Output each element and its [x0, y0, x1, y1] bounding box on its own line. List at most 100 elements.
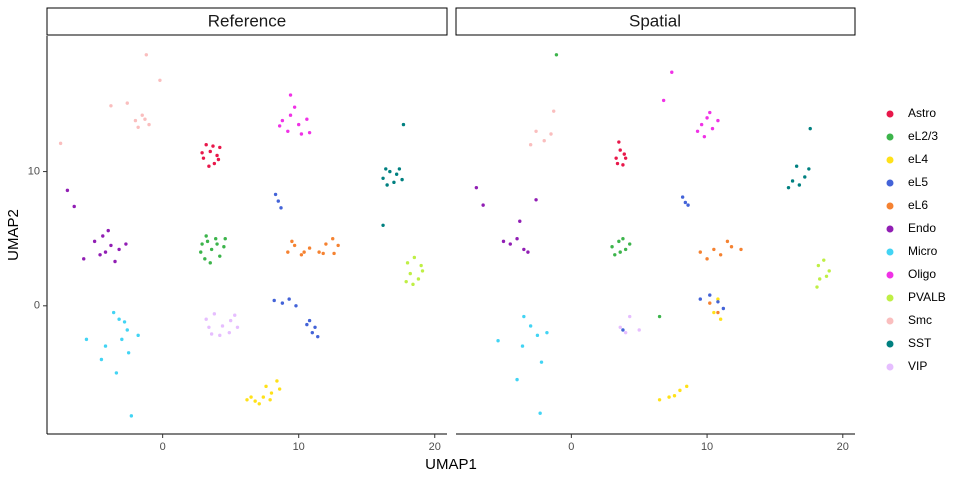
x-axis-title: UMAP1 — [425, 456, 477, 473]
point — [617, 239, 621, 244]
point — [203, 257, 207, 261]
point — [661, 98, 666, 103]
point — [381, 223, 385, 227]
point — [72, 204, 76, 209]
point — [670, 70, 674, 74]
point — [294, 304, 298, 308]
point — [712, 310, 716, 315]
point — [420, 269, 425, 273]
point — [113, 259, 117, 264]
point — [212, 312, 217, 316]
point — [204, 143, 208, 147]
point — [508, 242, 512, 246]
strip-box — [455, 7, 856, 36]
point — [400, 177, 404, 182]
point — [628, 314, 632, 319]
point — [705, 116, 709, 120]
point — [549, 132, 553, 136]
point — [245, 398, 249, 402]
point — [739, 247, 743, 252]
point — [214, 236, 218, 241]
legend-key — [886, 248, 894, 256]
point — [277, 387, 282, 391]
point — [618, 148, 622, 152]
point — [481, 203, 485, 207]
point — [215, 242, 219, 246]
legend-key — [886, 363, 894, 371]
point — [716, 300, 720, 304]
point — [683, 200, 688, 205]
point — [218, 254, 222, 258]
point — [111, 310, 116, 315]
point — [117, 317, 121, 321]
point — [824, 274, 829, 278]
point — [299, 253, 304, 257]
point — [286, 129, 290, 134]
point — [287, 297, 291, 301]
point — [136, 333, 140, 338]
point — [122, 320, 127, 324]
x-tick-label: 20 — [429, 441, 441, 453]
point — [518, 219, 522, 223]
point — [554, 53, 559, 57]
point — [302, 250, 306, 254]
point — [623, 156, 628, 160]
point — [680, 195, 685, 199]
point — [542, 139, 546, 143]
point — [695, 129, 700, 134]
point — [288, 93, 293, 97]
point — [288, 113, 293, 117]
point — [708, 110, 712, 115]
point — [200, 151, 204, 155]
point — [520, 344, 525, 348]
legend-label: Micro — [908, 244, 938, 258]
point — [621, 236, 625, 241]
legend-label: Endo — [908, 221, 936, 235]
point — [99, 357, 104, 362]
x-tick-label: 10 — [293, 441, 305, 453]
point — [535, 333, 540, 338]
point — [204, 234, 208, 238]
point — [539, 360, 544, 364]
point — [276, 199, 280, 203]
point — [106, 228, 110, 233]
point — [716, 310, 720, 315]
point — [538, 411, 542, 415]
point — [623, 330, 628, 335]
x-tick-label: 10 — [701, 441, 713, 453]
point — [672, 394, 677, 398]
point — [657, 314, 662, 319]
point — [501, 239, 506, 244]
point — [140, 113, 144, 117]
point — [233, 313, 237, 317]
point — [257, 402, 261, 406]
point — [199, 250, 203, 254]
legend-key — [886, 133, 894, 141]
point — [279, 206, 283, 210]
point — [58, 141, 63, 146]
point — [215, 153, 219, 158]
point — [147, 122, 151, 127]
legend-key — [886, 271, 894, 279]
point — [310, 330, 315, 335]
point — [702, 134, 707, 139]
y-tick-label: 0 — [34, 300, 40, 312]
point — [126, 351, 131, 355]
point — [822, 258, 826, 262]
point — [614, 156, 618, 160]
x-tick-label: 0 — [160, 441, 166, 453]
point — [92, 239, 97, 244]
point — [125, 101, 129, 105]
point — [249, 395, 253, 399]
legend-label: Astro — [908, 106, 936, 120]
point — [419, 263, 423, 268]
point — [125, 328, 129, 332]
point — [280, 118, 285, 123]
point — [623, 247, 628, 252]
point — [667, 395, 671, 399]
point — [299, 132, 304, 136]
point — [216, 157, 221, 162]
point — [716, 118, 720, 123]
point — [211, 144, 215, 148]
